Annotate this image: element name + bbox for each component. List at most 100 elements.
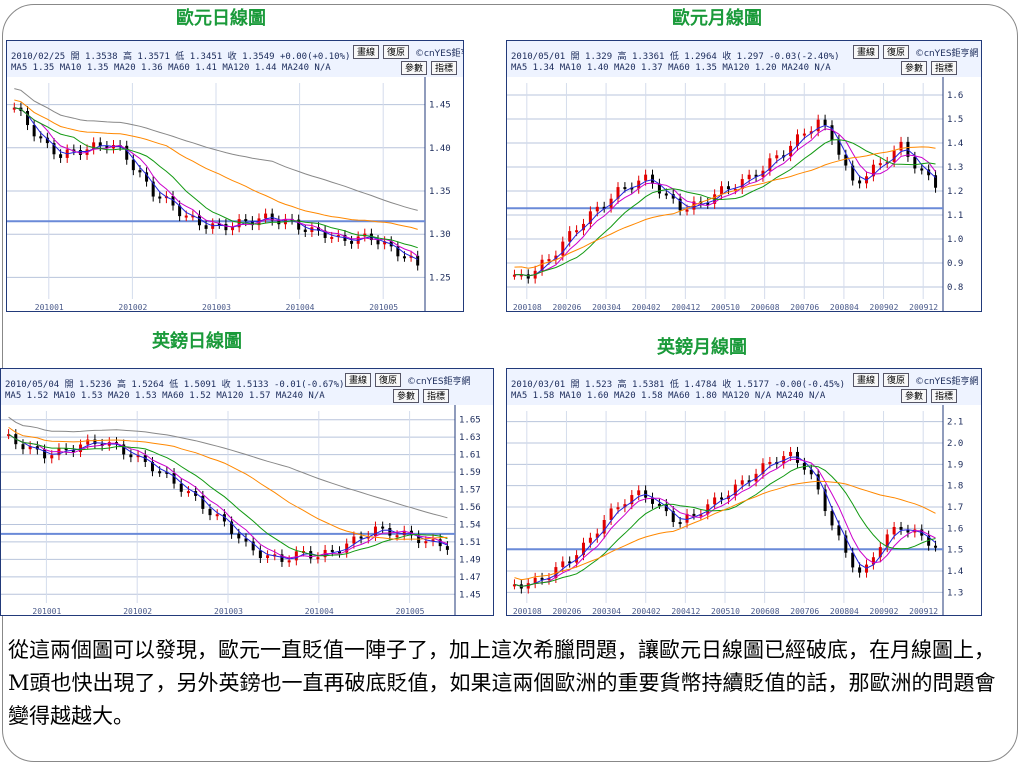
candle-body — [165, 471, 169, 474]
candle-body — [671, 511, 675, 523]
candle-body — [851, 165, 855, 181]
candle-body — [323, 230, 327, 238]
y-tick-label: 1.7 — [947, 503, 963, 513]
copyright-text: ©cnYES鉅亨網 — [915, 49, 979, 59]
ma20-line — [514, 139, 936, 277]
candle-body — [78, 150, 82, 155]
x-tick-label: 200108 — [513, 607, 542, 616]
candle-body — [713, 497, 717, 505]
restore-button[interactable]: 復原 — [383, 45, 410, 59]
moving-average-line: MA5 1.58 MA10 1.60 MA20 1.58 MA60 1.80 M… — [511, 391, 826, 401]
draw-line-button[interactable]: 畫線 — [853, 45, 880, 59]
candle-body — [287, 560, 291, 563]
restore-button[interactable]: 復原 — [883, 45, 910, 59]
candle-body — [244, 538, 248, 542]
candle-body — [678, 522, 682, 525]
candle-body — [844, 535, 848, 553]
candle-body — [809, 469, 813, 475]
x-tick-label: 200706 — [790, 303, 819, 312]
indicator-button[interactable]: 指標 — [931, 61, 958, 75]
chart-title-eur-monthly: 歐元月線圖 — [672, 8, 762, 29]
ma60-line — [14, 99, 418, 230]
candle-body — [98, 142, 102, 147]
candle-body — [172, 473, 176, 484]
candle-body — [222, 514, 226, 522]
y-tick-label: 1.4 — [947, 567, 963, 577]
candle-body — [179, 483, 183, 492]
candle-body — [899, 526, 903, 530]
candle-body — [178, 205, 182, 217]
params-button[interactable]: 參數 — [901, 389, 928, 403]
candle-body — [795, 134, 799, 146]
candle-body — [336, 235, 340, 238]
x-tick-label: 201004 — [286, 303, 315, 312]
candle-body — [402, 530, 406, 536]
candle-body — [237, 219, 241, 228]
candle-body — [512, 274, 516, 277]
candle-body — [533, 577, 537, 584]
candle-body — [208, 508, 212, 516]
candle-body — [934, 175, 938, 188]
candle-body — [568, 231, 572, 242]
candle-body — [609, 198, 613, 208]
params-button[interactable]: 參數 — [901, 61, 928, 75]
candle-body — [330, 236, 334, 239]
candle-body — [554, 255, 558, 260]
x-tick-label: 201004 — [305, 607, 334, 616]
candle-body — [224, 223, 228, 231]
x-tick-label: 201001 — [35, 303, 64, 312]
moving-average-line: MA5 1.52 MA10 1.53 MA20 1.53 MA60 1.52 M… — [5, 391, 325, 401]
x-tick-label: 200108 — [513, 303, 542, 312]
candle-body — [816, 474, 820, 490]
candle-body — [892, 526, 896, 535]
params-button[interactable]: 參數 — [393, 389, 420, 403]
candle-body — [231, 227, 235, 231]
candle-body — [823, 119, 827, 126]
indicator-button[interactable]: 指標 — [431, 61, 458, 75]
ma10-line — [514, 458, 936, 587]
candle-body — [561, 561, 565, 568]
candle-body — [706, 202, 710, 205]
params-button[interactable]: 參數 — [401, 61, 428, 75]
y-tick-label: 0.8 — [947, 283, 963, 293]
chart-title-gbp-daily: 英鎊日線圖 — [152, 331, 242, 352]
y-tick-label: 1.65 — [459, 416, 481, 426]
candle-body — [657, 183, 661, 194]
candle-body — [726, 186, 730, 190]
y-tick-label: 1.6 — [947, 524, 963, 534]
y-tick-label: 1.61 — [459, 451, 481, 461]
candle-body — [637, 180, 641, 189]
candle-body — [609, 508, 613, 520]
candle-body — [158, 471, 162, 474]
candle-body — [540, 577, 544, 580]
candle-body — [733, 484, 737, 496]
candle-body — [303, 229, 307, 232]
slide-description: 從這兩個圖可以發現，歐元一直貶值一陣子了，加上這次希臘問題，讓歐元日線圖已經破底… — [8, 638, 996, 728]
candle-body — [616, 507, 620, 510]
candle-body — [217, 223, 221, 226]
chart-panel-gbp-daily: 2010/05/04 開 1.5236 高 1.5264 低 1.5091 收 … — [0, 368, 494, 616]
indicator-button[interactable]: 指標 — [423, 389, 450, 403]
candle-body — [885, 534, 889, 548]
candle-body — [352, 536, 356, 544]
x-tick-label: 201003 — [202, 303, 231, 312]
draw-line-button[interactable]: 畫線 — [353, 45, 380, 59]
candle-body — [740, 480, 744, 485]
x-tick-label: 200608 — [751, 607, 780, 616]
candle-body — [588, 211, 592, 224]
x-tick-label: 201002 — [123, 607, 152, 616]
draw-line-button[interactable]: 畫線 — [345, 373, 372, 387]
draw-line-button[interactable]: 畫線 — [853, 373, 880, 387]
candle-body — [376, 240, 380, 245]
indicator-button[interactable]: 指標 — [931, 389, 958, 403]
candle-body — [899, 141, 903, 151]
candle-body — [158, 196, 162, 199]
candle-body — [52, 143, 56, 155]
candle-body — [581, 542, 585, 556]
moving-average-line: MA5 1.35 MA10 1.35 MA20 1.36 MA60 1.41 M… — [11, 63, 331, 73]
candle-body — [125, 145, 129, 160]
restore-button[interactable]: 復原 — [883, 373, 910, 387]
restore-button[interactable]: 復原 — [375, 373, 402, 387]
ma120-line — [14, 88, 418, 211]
y-tick-label: 1.63 — [459, 433, 481, 443]
